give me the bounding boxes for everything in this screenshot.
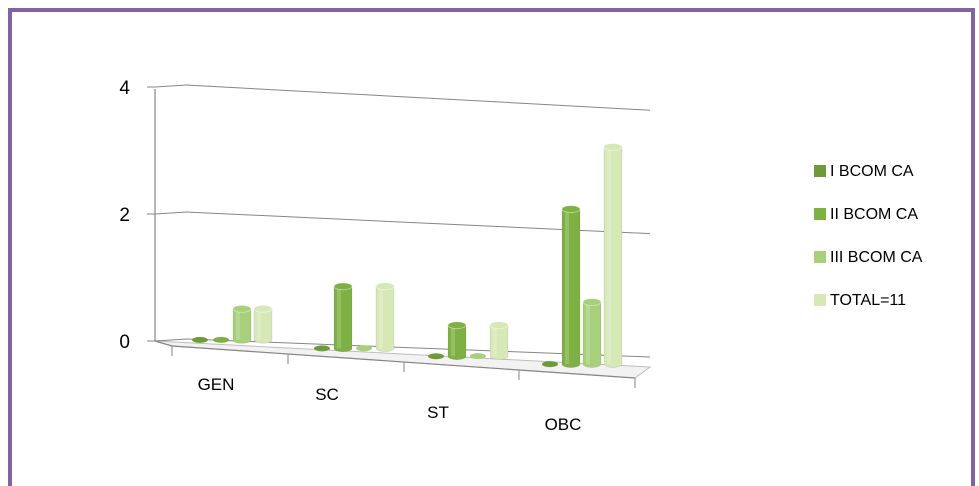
legend-swatch — [814, 294, 826, 306]
y-tick-label: 0 — [119, 332, 130, 353]
bar-sc-1 — [314, 345, 330, 352]
bar-sc-2 — [333, 282, 353, 353]
bar-st-4 — [489, 321, 509, 360]
category-label-sc: SC — [315, 385, 339, 404]
bar-sc-4 — [375, 282, 395, 353]
legend-label: TOTAL=11 — [830, 292, 906, 309]
category-label-gen: GEN — [198, 375, 235, 394]
bar-gen-1 — [192, 336, 208, 343]
bar-obc-1 — [542, 361, 558, 368]
legend-swatch — [814, 165, 826, 177]
bar-sc-3 — [356, 345, 372, 352]
legend-item-4: TOTAL=11 — [814, 292, 906, 309]
category-label-obc: OBC — [545, 415, 582, 434]
bar-obc-2 — [561, 205, 581, 368]
legend-swatch — [814, 208, 826, 220]
legend-label: III BCOM CA — [830, 249, 923, 266]
y-tick-label: 2 — [119, 205, 130, 226]
legend-swatch — [814, 251, 826, 263]
gridline-depth — [154, 211, 188, 215]
legend-item-2: II BCOM CA — [814, 206, 918, 223]
legend-item-1: I BCOM CA — [814, 163, 914, 180]
bar-st-1 — [428, 353, 444, 360]
gridline-depth — [154, 84, 188, 88]
bar-obc-3 — [582, 298, 602, 368]
bar-gen-3 — [232, 304, 252, 344]
gridline — [185, 211, 651, 235]
legend: I BCOM CA II BCOM CA III BCOM CA TOTAL=11 — [814, 163, 923, 309]
bar-obc-4 — [603, 143, 623, 368]
bar-gen-2 — [213, 336, 229, 343]
y-tick-label: 4 — [119, 78, 130, 99]
floor-side-edge — [154, 340, 173, 347]
category-label-st: ST — [427, 403, 449, 422]
category-labels: GEN SC ST OBC — [171, 346, 636, 434]
bar-st-3 — [470, 353, 486, 360]
x-axis-line — [171, 345, 636, 379]
chart-frame — [8, 8, 975, 486]
y-axis-ticks: 02468 — [119, 78, 155, 353]
legend-item-3: III BCOM CA — [814, 249, 923, 266]
gridline — [185, 84, 651, 111]
legend-label: I BCOM CA — [830, 163, 914, 180]
legend-label: II BCOM CA — [830, 206, 918, 223]
gridline-depth — [154, 338, 188, 342]
bar-gen-4 — [253, 304, 273, 344]
bars — [192, 143, 623, 368]
bar-st-2 — [447, 321, 467, 360]
